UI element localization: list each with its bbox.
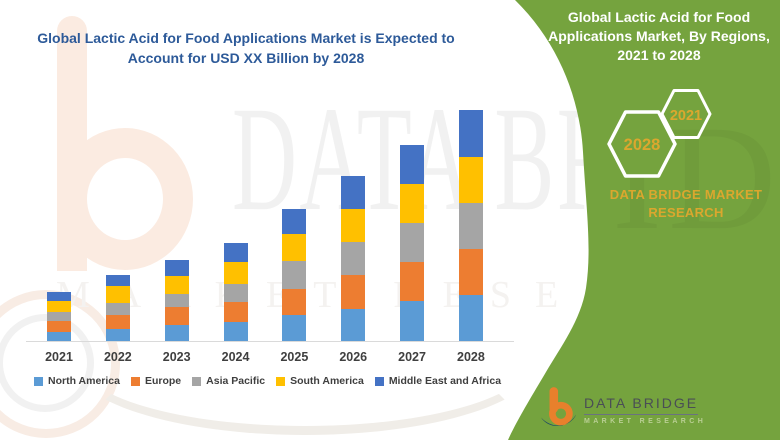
bar-group-2022: 2022: [95, 96, 141, 364]
bar-segment: [341, 209, 366, 242]
stacked-bar: [47, 292, 71, 341]
bar-segment: [223, 284, 248, 302]
bar-group-2026: 2026: [330, 96, 376, 364]
x-tick-label: 2028: [457, 350, 485, 364]
bar-segment: [105, 329, 130, 341]
bar-segment: [341, 309, 366, 341]
data-bridge-logo: DATA BRIDGE MARKET RESEARCH: [541, 386, 706, 430]
bar-segment: [47, 332, 71, 341]
brand-caption: DATA BRIDGE MARKET RESEARCH: [609, 187, 763, 220]
hexagon-2028-label: 2028: [624, 136, 661, 154]
bar-segment: [282, 234, 307, 261]
legend-item: Asia Pacific: [192, 375, 265, 387]
bar-segment: [400, 301, 425, 341]
logo-brand-text: DATA BRIDGE: [584, 395, 699, 415]
bar-segment: [282, 315, 307, 341]
bar-segment: [282, 289, 307, 315]
bar-segment: [400, 262, 425, 301]
legend-swatch: [34, 376, 43, 386]
bar-segment: [223, 302, 248, 322]
bar-segment: [458, 203, 483, 249]
stacked-bar: [223, 243, 248, 341]
bar-segment: [164, 294, 189, 307]
x-tick-label: 2025: [280, 350, 309, 364]
bar-segment: [105, 303, 130, 315]
right-panel-title: Global Lactic Acid for Food Applications…: [548, 9, 770, 63]
x-tick-label: 2023: [162, 350, 191, 364]
x-tick-label: 2026: [339, 350, 368, 364]
bar-segment: [400, 223, 425, 262]
legend-label: South America: [290, 375, 364, 387]
x-tick-label: 2022: [103, 350, 132, 364]
bar-segment: [105, 315, 130, 329]
x-tick-label: 2021: [45, 350, 73, 364]
logo-text-block: DATA BRIDGE MARKET RESEARCH: [584, 386, 706, 425]
bar-segment: [47, 312, 71, 321]
hexagon-badge-2028: [607, 110, 677, 178]
bar-segment: [164, 276, 189, 294]
chart-legend: North America Europe Asia Pacific South Ame…: [34, 375, 501, 387]
bar-segment: [164, 325, 189, 341]
stacked-bar: [105, 275, 130, 341]
legend-label: North America: [48, 375, 120, 387]
bar-segment: [341, 176, 366, 209]
bar-segment: [400, 145, 425, 184]
bar-segment: [282, 209, 307, 234]
bar-segment: [223, 262, 248, 284]
bar-segment: [400, 184, 425, 223]
stacked-bar: [341, 176, 366, 341]
bar-segment: [458, 295, 483, 341]
bar-segment: [105, 275, 130, 286]
bar-segment: [47, 301, 71, 312]
stacked-bar: [458, 110, 483, 341]
legend-item: South America: [276, 375, 364, 387]
legend-swatch: [374, 376, 384, 386]
bar-segment: [105, 286, 130, 303]
legend-item: Middle East and Africa: [374, 375, 502, 387]
legend-label: Middle East and Africa: [388, 375, 502, 387]
chart-title: Global Lactic Acid for Food Applications…: [37, 30, 455, 66]
legend-item: North America: [34, 375, 120, 387]
green-shape: [508, 0, 780, 440]
stacked-bar: [400, 145, 425, 341]
bar-segment: [341, 275, 366, 309]
hexagon-2021-label: 2021: [670, 108, 702, 124]
stacked-bar: [282, 209, 307, 341]
bar-segment: [164, 307, 189, 325]
bar-group-2021: 2021: [36, 96, 82, 364]
bar-group-2024: 2024: [213, 96, 259, 364]
x-axis-line: [26, 341, 514, 342]
bar-segment: [164, 260, 189, 276]
bar-segment: [458, 249, 483, 295]
legend-swatch: [130, 376, 140, 386]
stacked-bar: [164, 260, 189, 341]
legend-swatch: [192, 376, 202, 386]
bar-group-2028: 2028: [448, 96, 494, 364]
x-tick-label: 2027: [398, 350, 426, 364]
logo-tagline-text: MARKET RESEARCH: [584, 418, 707, 425]
x-tick-label: 2024: [221, 350, 250, 364]
bar-group-2027: 2027: [389, 96, 435, 364]
bar-segment: [341, 242, 366, 275]
bar-segment: [282, 261, 307, 289]
bar-chart: 2021 2022 2023 2024 2025 2026 2027 2028: [36, 96, 494, 364]
legend-swatch: [276, 376, 286, 386]
bar-segment: [223, 243, 248, 262]
data-bridge-logo-icon: [541, 387, 577, 427]
bar-segment: [458, 157, 483, 203]
bar-segment: [223, 322, 248, 341]
bar-segment: [47, 321, 71, 332]
bar-group-2023: 2023: [154, 96, 200, 364]
bar-group-2025: 2025: [271, 96, 317, 364]
hexagon-badge-2021: [660, 89, 712, 139]
watermark-swoosh-ellipse: [70, 285, 540, 435]
bar-segment: [458, 110, 483, 157]
bar-segment: [47, 292, 71, 301]
legend-label: Europe: [144, 375, 182, 387]
legend-item: Europe: [130, 375, 182, 387]
legend-label: Asia Pacific: [206, 375, 266, 387]
